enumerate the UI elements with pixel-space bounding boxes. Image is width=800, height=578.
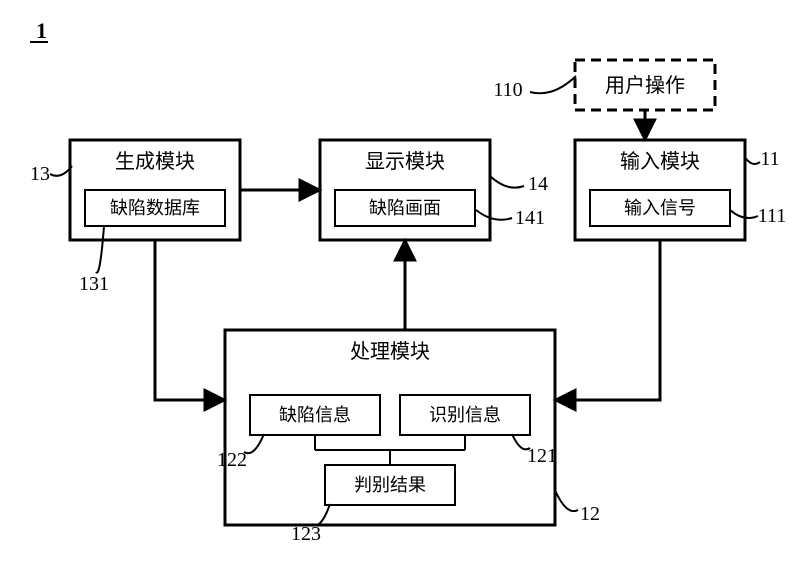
ref-122: 122 bbox=[217, 449, 247, 471]
title-gen_module: 生成模块 bbox=[115, 150, 195, 173]
ref-131: 131 bbox=[79, 273, 109, 295]
ref-123: 123 bbox=[291, 523, 321, 545]
edge-in_module-to-proc_module bbox=[555, 240, 660, 400]
diagram-canvas: 1用户操作生成模块缺陷数据库显示模块缺陷画面输入模块输入信号处理模块缺陷信息识别… bbox=[0, 0, 800, 578]
ref-131-leader bbox=[96, 226, 104, 273]
proc_module-inner3-label: 判别结果 bbox=[354, 475, 426, 495]
disp_module-inner-label: 缺陷画面 bbox=[369, 198, 441, 218]
ref-14-leader bbox=[490, 176, 524, 188]
node-user_op: 用户操作 bbox=[575, 60, 715, 110]
ref-110-leader bbox=[530, 76, 576, 93]
ref-110: 110 bbox=[493, 79, 522, 101]
node-gen_module: 生成模块缺陷数据库 bbox=[70, 140, 240, 240]
edge-gen_module-to-proc_module bbox=[155, 240, 225, 400]
proc_module-inner2-label: 识别信息 bbox=[429, 405, 501, 425]
system-label: 1 bbox=[36, 18, 47, 43]
ref-141-leader bbox=[476, 210, 512, 220]
ref-12-leader bbox=[555, 490, 578, 511]
ref-111: 111 bbox=[758, 205, 787, 227]
node-disp_module: 显示模块缺陷画面 bbox=[320, 140, 490, 240]
in_module-inner-label: 输入信号 bbox=[624, 198, 696, 218]
ref-14: 14 bbox=[528, 173, 548, 195]
gen_module-inner-label: 缺陷数据库 bbox=[110, 198, 200, 218]
title-in_module: 输入模块 bbox=[620, 150, 700, 173]
proc_module-inner1-label: 缺陷信息 bbox=[279, 405, 351, 425]
title-user_op: 用户操作 bbox=[605, 74, 685, 97]
ref-121: 121 bbox=[527, 445, 557, 467]
ref-122-leader bbox=[244, 434, 264, 453]
ref-141: 141 bbox=[515, 207, 545, 229]
title-disp_module: 显示模块 bbox=[365, 150, 445, 173]
title-proc_module: 处理模块 bbox=[350, 340, 430, 363]
ref-123-leader bbox=[312, 504, 330, 525]
node-proc_module: 处理模块缺陷信息 识别信息判别结果 bbox=[225, 330, 555, 525]
ref-12: 12 bbox=[580, 503, 600, 525]
node-in_module: 输入模块输入信号 bbox=[575, 140, 745, 240]
ref-13: 13 bbox=[30, 163, 50, 185]
ref-11: 11 bbox=[760, 148, 779, 170]
